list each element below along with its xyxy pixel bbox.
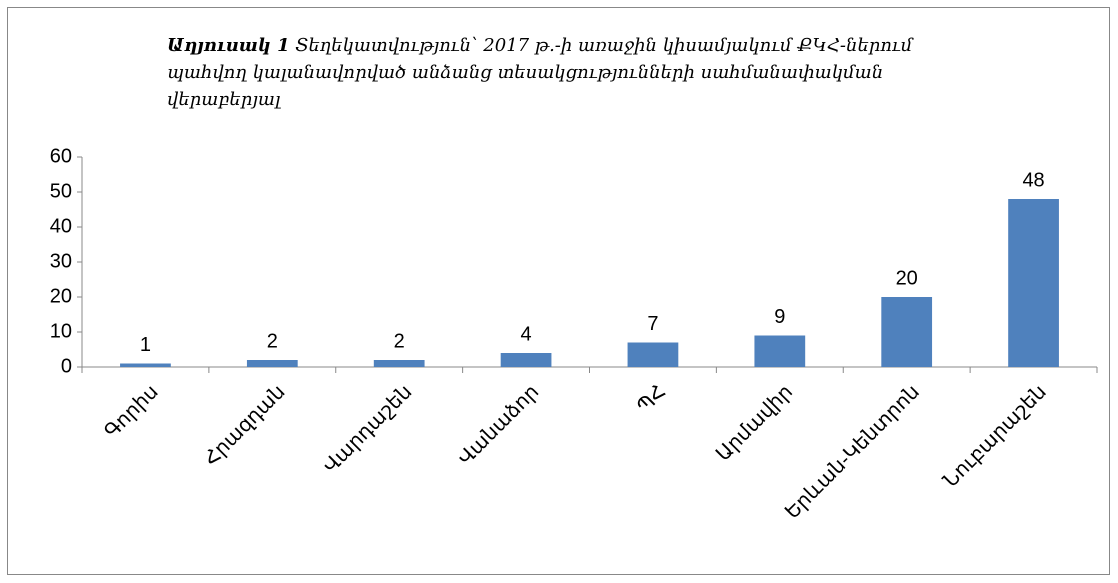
bar <box>881 297 933 367</box>
value-label: 2 <box>267 330 278 352</box>
bar <box>500 353 552 367</box>
y-tick-label: 40 <box>50 215 72 237</box>
bar <box>1008 199 1059 367</box>
value-label: 1 <box>140 334 151 356</box>
title-text: Տեղեկատվություն՝ 2017 թ.-ի առաջին կիսամյ… <box>167 35 913 110</box>
bar <box>627 342 679 367</box>
chart-frame <box>7 7 1110 575</box>
y-tick-label: 50 <box>50 180 72 202</box>
title-prefix: Աղյուսակ 1 <box>167 35 290 56</box>
bar <box>754 335 806 367</box>
y-tick-label: 60 <box>50 145 72 167</box>
y-tick-label: 20 <box>50 285 72 307</box>
y-tick-label: 30 <box>50 250 72 272</box>
bar <box>246 360 298 367</box>
y-tick-label: 0 <box>61 355 72 377</box>
bar <box>373 360 425 367</box>
value-label: 20 <box>896 267 918 289</box>
y-tick-label: 10 <box>50 320 72 342</box>
value-label: 7 <box>647 313 658 335</box>
chart-title: Աղյուսակ 1 Տեղեկատվություն՝ 2017 թ.-ի առ… <box>167 32 997 113</box>
value-label: 48 <box>1022 169 1044 191</box>
value-label: 4 <box>521 323 532 345</box>
value-label: 2 <box>394 330 405 352</box>
value-label: 9 <box>774 306 785 328</box>
bar <box>120 363 171 367</box>
